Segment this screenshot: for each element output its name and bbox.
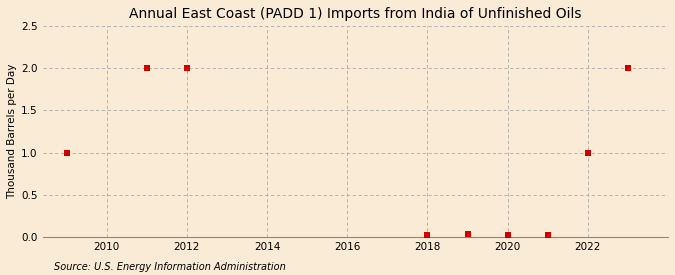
Point <box>543 233 554 237</box>
Point <box>422 233 433 237</box>
Title: Annual East Coast (PADD 1) Imports from India of Unfinished Oils: Annual East Coast (PADD 1) Imports from … <box>129 7 582 21</box>
Point <box>142 66 153 71</box>
Point <box>502 233 513 237</box>
Point <box>462 232 473 236</box>
Text: Source: U.S. Energy Information Administration: Source: U.S. Energy Information Administ… <box>54 262 286 272</box>
Y-axis label: Thousand Barrels per Day: Thousand Barrels per Day <box>7 64 17 199</box>
Point <box>583 150 593 155</box>
Point <box>182 66 192 71</box>
Point <box>622 66 633 71</box>
Point <box>61 150 72 155</box>
